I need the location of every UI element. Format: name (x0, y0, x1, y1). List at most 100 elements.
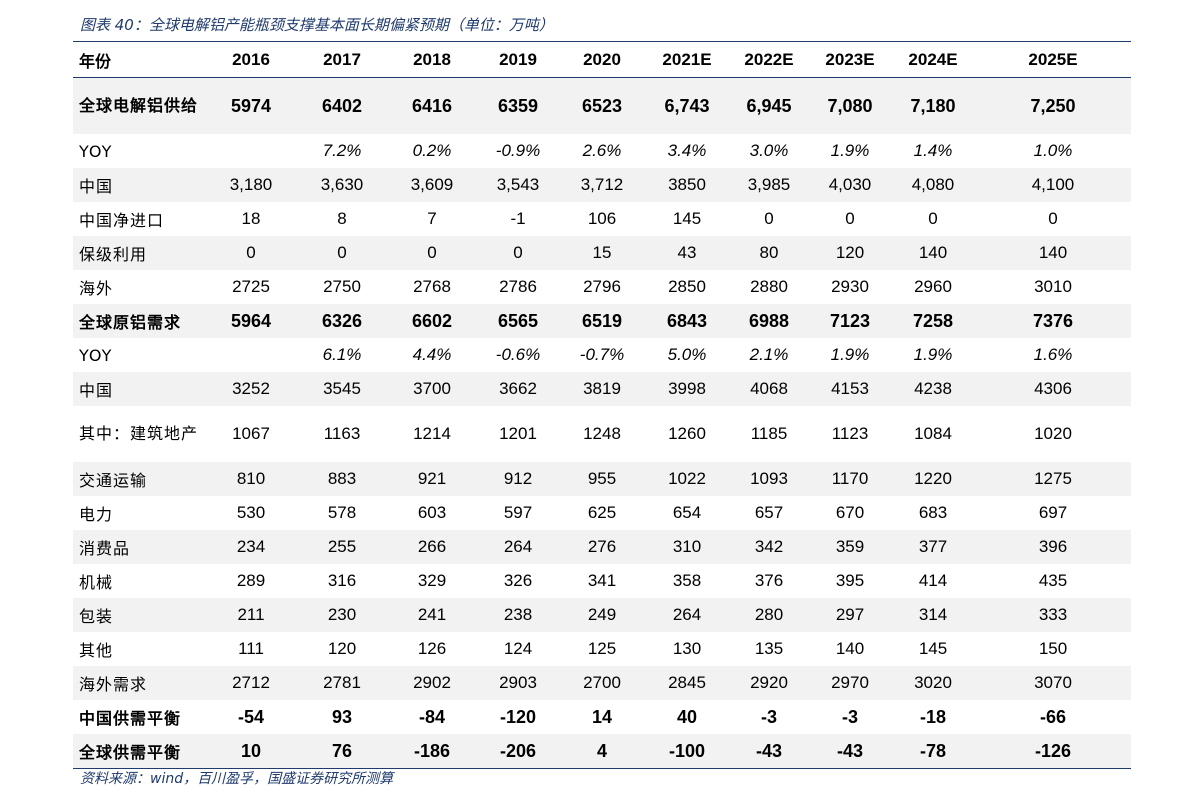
table-cell: 6523 (559, 77, 645, 134)
table-cell: 130 (672, 639, 702, 658)
table-cell: 2725 (232, 277, 270, 296)
table-cell: 1248 (583, 424, 621, 443)
table-cell: 5964 (205, 304, 297, 338)
row-label: 交通运输 (73, 462, 205, 496)
table-row: 电力 530 578 603 597 625 654 657 670 683 697 (73, 496, 1131, 530)
table-cell: 40 (676, 706, 698, 727)
table-cell: 3,609 (387, 168, 477, 202)
table-cell: 120 (809, 236, 891, 270)
header-year: 2018 (387, 43, 477, 78)
table-cell: 255 (297, 530, 387, 564)
caption-divider (73, 41, 1131, 42)
table-cell: 140 (975, 236, 1131, 270)
table-row: 中国净进口 18 8 7 -1 106 145 0 0 0 0 (73, 202, 1131, 236)
table-cell: -66 (1039, 706, 1066, 727)
table-cell: 249 (559, 598, 645, 632)
table-cell: 1020 (1034, 424, 1072, 443)
table-cell: 6,945 (729, 77, 809, 134)
header-year: 2019 (477, 43, 559, 78)
table-cell: 883 (297, 462, 387, 496)
table-cell: 15 (559, 236, 645, 270)
table-cell: 955 (559, 462, 645, 496)
table-cell: -3 (841, 706, 858, 727)
table-header-row: 年份 2016 2017 2018 2019 2020 2021E 2022E 2023E 202… (73, 43, 1131, 78)
table-cell: 6843 (645, 304, 729, 338)
table-cell: 211 (205, 598, 297, 632)
table-cell: -0.7% (579, 345, 625, 364)
header-year: 2017 (297, 43, 387, 78)
table-cell: 396 (975, 530, 1131, 564)
table-cell: 358 (672, 571, 702, 590)
table-cell: 395 (835, 571, 865, 590)
table-row: 全球原铝需求 5964 6326 6602 6565 6519 6843 6988 7123 72… (73, 304, 1131, 338)
table-cell: 4068 (729, 372, 809, 406)
table-cell: 6602 (387, 304, 477, 338)
table-cell: 6402 (297, 77, 387, 134)
table-cell: 145 (918, 639, 948, 658)
table-row: 保级利用 0 0 0 0 15 43 80 120 140 140 (73, 236, 1131, 270)
table-cell: 0 (297, 236, 387, 270)
table-cell: 4.4% (412, 345, 452, 364)
table-cell: 2845 (645, 666, 729, 700)
table-row: 中国 3252 3545 3700 3662 3819 3998 4068 4153 4238 43… (73, 372, 1131, 406)
table-cell: 2781 (297, 666, 387, 700)
table-cell: 414 (918, 571, 948, 590)
table-cell: 7,180 (891, 77, 975, 134)
table-cell: 1.0% (1033, 141, 1073, 160)
table-cell: 0 (764, 209, 774, 228)
table-cell: 1.9% (913, 345, 953, 364)
table-row: 机械 289 316 329 326 341 358 376 395 414 435 (73, 564, 1131, 598)
table-cell: 316 (327, 571, 357, 590)
table-cell: 376 (754, 571, 784, 590)
table-cell: 0.2% (412, 141, 452, 160)
row-label: 中国供需平衡 (79, 709, 182, 728)
table-cell: 14 (591, 706, 613, 727)
table-cell: 126 (417, 639, 447, 658)
table-cell: 2712 (205, 666, 297, 700)
header-year: 2025E (975, 43, 1131, 78)
table-cell: 7258 (891, 304, 975, 338)
table-cell: -120 (499, 706, 537, 727)
table-cell: 2786 (499, 277, 537, 296)
table-cell: 1214 (413, 424, 451, 443)
table-row: YOY 6.1% 4.4% -0.6% -0.7% 5.0% 2.1% 1.9% 1.9% 1.6… (73, 338, 1131, 372)
table-cell: 359 (809, 530, 891, 564)
table-cell: 333 (975, 598, 1131, 632)
table-cell: 6519 (559, 304, 645, 338)
table-cell: 264 (645, 598, 729, 632)
table-cell: 6988 (729, 304, 809, 338)
row-label: 机械 (79, 573, 114, 592)
table-cell: 7376 (975, 304, 1131, 338)
table-cell: 683 (918, 503, 948, 522)
table-cell: 241 (387, 598, 477, 632)
table-cell: 1170 (809, 462, 891, 496)
table-cell: 3020 (891, 666, 975, 700)
table-cell: 1022 (645, 462, 729, 496)
table-cell: 314 (891, 598, 975, 632)
table-cell: 0 (205, 236, 297, 270)
table-cell: 289 (236, 571, 266, 590)
table-cell: 1067 (232, 424, 270, 443)
table-cell: 3819 (559, 372, 645, 406)
table-cell: 2850 (668, 277, 706, 296)
table-cell: -126 (975, 734, 1131, 769)
table-cell: 150 (1038, 639, 1068, 658)
table-cell: 3,543 (477, 168, 559, 202)
row-label: 全球原铝需求 (73, 304, 205, 338)
table-row: 中国 3,180 3,630 3,609 3,543 3,712 3850 3,985 4,03… (73, 168, 1131, 202)
table-row: 其他 111 120 126 124 125 130 135 140 145 150 (73, 632, 1131, 666)
table-cell: 6416 (387, 77, 477, 134)
table-cell (205, 338, 297, 372)
table-cell: 2700 (559, 666, 645, 700)
table-cell: 4238 (891, 372, 975, 406)
table-cell: 597 (503, 503, 533, 522)
table-cell: -18 (919, 706, 946, 727)
table-cell: 6359 (477, 77, 559, 134)
table-cell: 530 (236, 503, 266, 522)
row-label: 中国净进口 (79, 211, 165, 230)
table-cell: 135 (754, 639, 784, 658)
table-cell: -186 (387, 734, 477, 769)
table-cell: 125 (587, 639, 617, 658)
header-year: 2020 (559, 43, 645, 78)
table-cell: 3010 (1034, 277, 1072, 296)
